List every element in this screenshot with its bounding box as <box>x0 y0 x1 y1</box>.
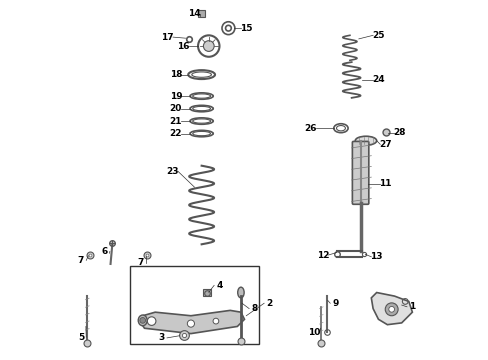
Text: 20: 20 <box>169 104 182 113</box>
Text: 9: 9 <box>332 299 338 308</box>
Text: 17: 17 <box>161 33 174 42</box>
Text: 23: 23 <box>166 167 178 176</box>
Text: 3: 3 <box>158 333 164 342</box>
Text: 7: 7 <box>137 258 143 267</box>
Text: 26: 26 <box>304 124 316 133</box>
FancyBboxPatch shape <box>352 141 368 204</box>
Text: 10: 10 <box>307 328 320 337</box>
Circle shape <box>187 320 194 327</box>
Circle shape <box>140 318 145 323</box>
Text: 7: 7 <box>78 256 84 265</box>
Polygon shape <box>198 10 205 18</box>
Text: 4: 4 <box>216 281 222 290</box>
Text: 15: 15 <box>240 24 252 33</box>
Circle shape <box>213 318 218 324</box>
Text: 12: 12 <box>316 251 328 260</box>
Text: 16: 16 <box>177 41 190 50</box>
Text: 13: 13 <box>370 252 382 261</box>
Text: 6: 6 <box>101 247 107 256</box>
Text: 1: 1 <box>408 302 415 311</box>
Text: 22: 22 <box>169 129 182 138</box>
Text: 19: 19 <box>169 91 182 100</box>
Circle shape <box>388 306 394 312</box>
Circle shape <box>203 41 214 51</box>
Text: 18: 18 <box>169 70 182 79</box>
Text: 11: 11 <box>379 179 391 188</box>
Text: 28: 28 <box>393 129 406 138</box>
Text: 24: 24 <box>371 76 384 85</box>
Polygon shape <box>370 293 411 325</box>
Circle shape <box>147 317 156 325</box>
Circle shape <box>385 303 397 316</box>
Ellipse shape <box>354 136 376 145</box>
Text: 5: 5 <box>78 333 84 342</box>
Polygon shape <box>141 310 244 334</box>
Text: 2: 2 <box>266 299 272 308</box>
Text: 14: 14 <box>188 9 201 18</box>
Text: 21: 21 <box>169 117 182 126</box>
Text: 8: 8 <box>251 304 257 313</box>
Ellipse shape <box>138 315 147 326</box>
Text: 25: 25 <box>371 31 384 40</box>
Ellipse shape <box>237 287 244 298</box>
Text: 27: 27 <box>379 140 391 149</box>
Polygon shape <box>203 289 210 296</box>
